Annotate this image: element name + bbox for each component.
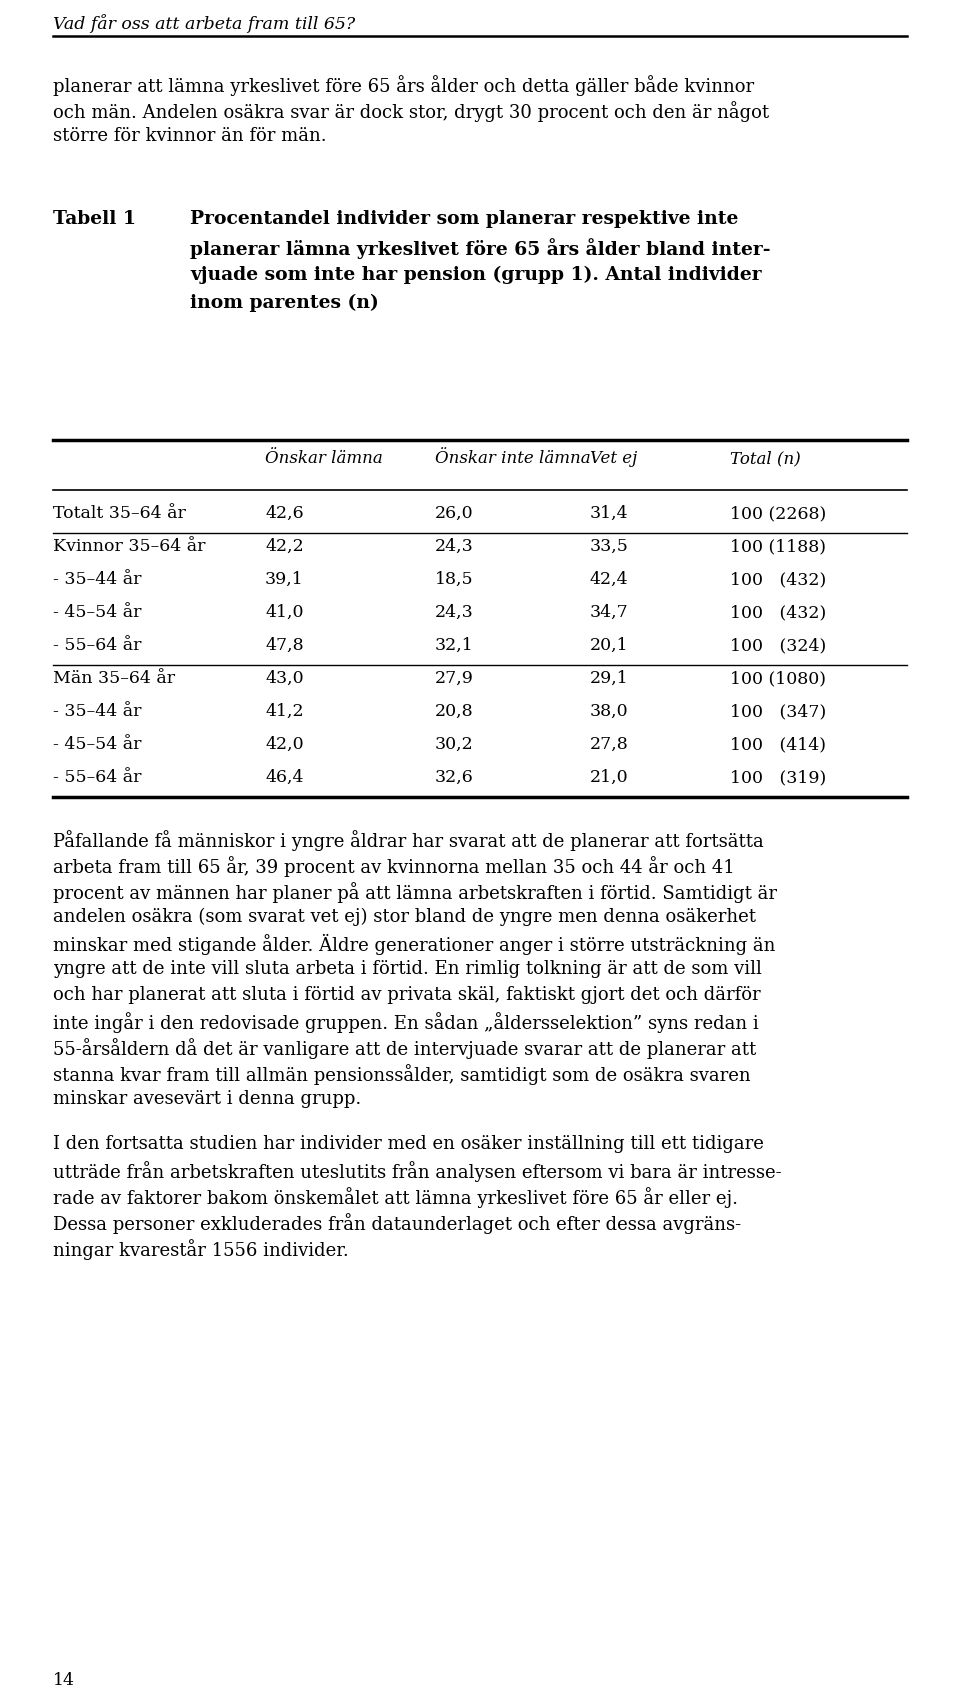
Text: Totalt 35–64 år: Totalt 35–64 år: [53, 505, 186, 522]
Text: andelen osäkra (som svarat vet ej) stor bland de yngre men denna osäkerhet: andelen osäkra (som svarat vet ej) stor …: [53, 909, 756, 926]
Text: planerar att lämna yrkeslivet före 65 års ålder och detta gäller både kvinnor: planerar att lämna yrkeslivet före 65 år…: [53, 75, 755, 95]
Text: 100   (432): 100 (432): [730, 571, 827, 588]
Text: 100   (347): 100 (347): [730, 702, 827, 720]
Text: - 55–64 år: - 55–64 år: [53, 638, 141, 655]
Text: 39,1: 39,1: [265, 571, 303, 588]
Text: Vad får oss att arbeta fram till 65?: Vad får oss att arbeta fram till 65?: [53, 14, 355, 32]
Text: minskar med stigande ålder. Äldre generationer anger i större utsträckning än: minskar med stigande ålder. Äldre genera…: [53, 934, 776, 955]
Text: 100 (1080): 100 (1080): [730, 670, 826, 687]
Text: 38,0: 38,0: [590, 702, 629, 720]
Text: 21,0: 21,0: [590, 769, 629, 786]
Text: 100   (319): 100 (319): [730, 769, 827, 786]
Text: 55-årsåldern då det är vanligare att de intervjuade svarar att de planerar att: 55-årsåldern då det är vanligare att de …: [53, 1038, 756, 1059]
Text: vjuade som inte har pension (grupp 1). Antal individer: vjuade som inte har pension (grupp 1). A…: [190, 266, 761, 285]
Text: - 35–44 år: - 35–44 år: [53, 702, 141, 720]
Text: 18,5: 18,5: [435, 571, 473, 588]
Text: 26,0: 26,0: [435, 505, 473, 522]
Text: 20,1: 20,1: [590, 638, 629, 655]
Text: 30,2: 30,2: [435, 737, 473, 754]
Text: 20,8: 20,8: [435, 702, 473, 720]
Text: 42,4: 42,4: [590, 571, 629, 588]
Text: 24,3: 24,3: [435, 539, 473, 556]
Text: 24,3: 24,3: [435, 604, 473, 621]
Text: och män. Andelen osäkra svar är dock stor, drygt 30 procent och den är något: och män. Andelen osäkra svar är dock sto…: [53, 101, 769, 123]
Text: procent av männen har planer på att lämna arbetskraften i förtid. Samtidigt är: procent av männen har planer på att lämn…: [53, 881, 777, 904]
Text: I den fortsatta studien har individer med en osäker inställning till ett tidigar: I den fortsatta studien har individer me…: [53, 1136, 764, 1153]
Text: Tabell 1: Tabell 1: [53, 210, 136, 228]
Text: yngre att de inte vill sluta arbeta i förtid. En rimlig tolkning är att de som v: yngre att de inte vill sluta arbeta i fö…: [53, 960, 762, 979]
Text: - 55–64 år: - 55–64 år: [53, 769, 141, 786]
Text: rade av faktorer bakom önskemålet att lämna yrkeslivet före 65 år eller ej.: rade av faktorer bakom önskemålet att lä…: [53, 1187, 738, 1207]
Text: Påfallande få människor i yngre åldrar har svarat att de planerar att fortsätta: Påfallande få människor i yngre åldrar h…: [53, 830, 764, 851]
Text: 14: 14: [53, 1673, 75, 1690]
Text: 46,4: 46,4: [265, 769, 303, 786]
Text: inom parentes (n): inom parentes (n): [190, 293, 379, 312]
Text: Kvinnor 35–64 år: Kvinnor 35–64 år: [53, 539, 205, 556]
Text: Dessa personer exkluderades från dataunderlaget och efter dessa avgräns-: Dessa personer exkluderades från dataund…: [53, 1212, 741, 1234]
Text: 100 (2268): 100 (2268): [730, 505, 827, 522]
Text: ningar kvarestår 1556 individer.: ningar kvarestår 1556 individer.: [53, 1240, 348, 1260]
Text: 42,6: 42,6: [265, 505, 303, 522]
Text: och har planerat att sluta i förtid av privata skäl, faktiskt gjort det och därf: och har planerat att sluta i förtid av p…: [53, 985, 760, 1004]
Text: planerar lämna yrkeslivet före 65 års ålder bland inter-: planerar lämna yrkeslivet före 65 års ål…: [190, 239, 771, 259]
Text: 34,7: 34,7: [590, 604, 629, 621]
Text: - 35–44 år: - 35–44 år: [53, 571, 141, 588]
Text: stanna kvar fram till allmän pensionssålder, samtidigt som de osäkra svaren: stanna kvar fram till allmän pensionssål…: [53, 1064, 751, 1084]
Text: minskar avesevärt i denna grupp.: minskar avesevärt i denna grupp.: [53, 1089, 361, 1108]
Text: Vet ej: Vet ej: [590, 450, 637, 467]
Text: 47,8: 47,8: [265, 638, 303, 655]
Text: 43,0: 43,0: [265, 670, 303, 687]
Text: 100   (324): 100 (324): [730, 638, 827, 655]
Text: 32,6: 32,6: [435, 769, 473, 786]
Text: Önskar inte lämna: Önskar inte lämna: [435, 450, 590, 467]
Text: utträde från arbetskraften uteslutits från analysen eftersom vi bara är intresse: utträde från arbetskraften uteslutits fr…: [53, 1161, 781, 1182]
Text: 100   (414): 100 (414): [730, 737, 826, 754]
Text: 41,2: 41,2: [265, 702, 303, 720]
Text: 41,0: 41,0: [265, 604, 303, 621]
Text: Total (n): Total (n): [730, 450, 801, 467]
Text: Procentandel individer som planerar respektive inte: Procentandel individer som planerar resp…: [190, 210, 738, 228]
Text: 42,0: 42,0: [265, 737, 303, 754]
Text: arbeta fram till 65 år, 39 procent av kvinnorna mellan 35 och 44 år och 41: arbeta fram till 65 år, 39 procent av kv…: [53, 856, 734, 876]
Text: 42,2: 42,2: [265, 539, 303, 556]
Text: - 45–54 år: - 45–54 år: [53, 737, 141, 754]
Text: inte ingår i den redovisade gruppen. En sådan „åldersselektion” syns redan i: inte ingår i den redovisade gruppen. En …: [53, 1013, 758, 1033]
Text: 27,8: 27,8: [590, 737, 629, 754]
Text: 31,4: 31,4: [590, 505, 629, 522]
Text: 27,9: 27,9: [435, 670, 474, 687]
Text: större för kvinnor än för män.: större för kvinnor än för män.: [53, 126, 326, 145]
Text: 29,1: 29,1: [590, 670, 629, 687]
Text: - 45–54 år: - 45–54 år: [53, 604, 141, 621]
Text: 32,1: 32,1: [435, 638, 473, 655]
Text: 33,5: 33,5: [590, 539, 629, 556]
Text: 100 (1188): 100 (1188): [730, 539, 826, 556]
Text: Män 35–64 år: Män 35–64 år: [53, 670, 175, 687]
Text: 100   (432): 100 (432): [730, 604, 827, 621]
Text: Önskar lämna: Önskar lämna: [265, 450, 383, 467]
